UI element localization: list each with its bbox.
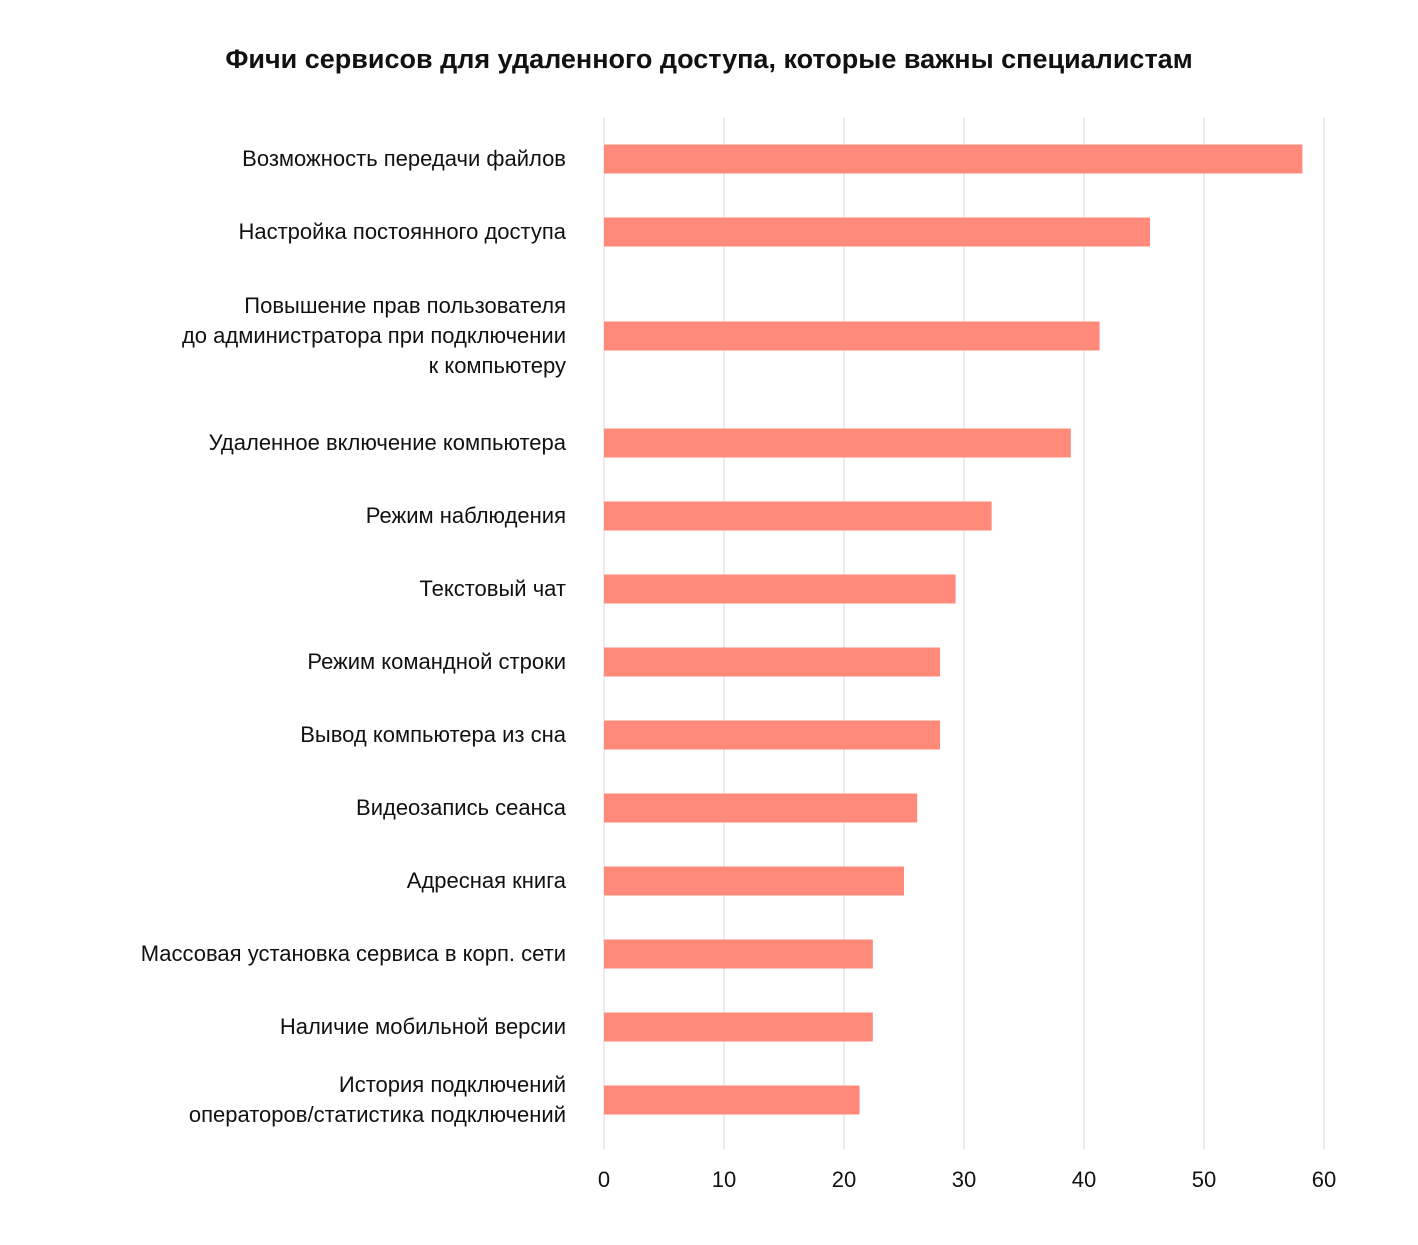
bar xyxy=(604,501,992,531)
bar xyxy=(604,647,940,677)
x-tick-label: 50 xyxy=(1192,1167,1216,1192)
category-label: до администратора при подключении xyxy=(182,323,566,348)
bar xyxy=(604,939,873,969)
category-label: Адресная книга xyxy=(407,868,567,893)
bars xyxy=(604,144,1303,1115)
bar xyxy=(604,574,956,604)
category-label: История подключений xyxy=(339,1072,566,1097)
bar xyxy=(604,1012,873,1042)
x-tick-label: 20 xyxy=(832,1167,856,1192)
category-label: операторов/статистика подключений xyxy=(189,1102,566,1127)
chart-title: Фичи сервисов для удаленного доступа, ко… xyxy=(225,44,1193,74)
x-tick-label: 40 xyxy=(1072,1167,1096,1192)
bar xyxy=(604,428,1071,458)
x-axis-ticks: 0 10 20 30 40 50 60 xyxy=(598,1167,1336,1192)
bar xyxy=(604,866,904,896)
bar xyxy=(604,321,1100,351)
category-label: Текстовый чат xyxy=(419,576,566,601)
category-label: Режим наблюдения xyxy=(366,503,566,528)
category-label: Массовая установка сервиса в корп. сети xyxy=(141,941,566,966)
category-label: Повышение прав пользователя xyxy=(244,293,566,318)
bar xyxy=(604,720,940,750)
category-label: Настройка постоянного доступа xyxy=(238,219,566,244)
category-label: Наличие мобильной версии xyxy=(280,1014,566,1039)
x-tick-label: 60 xyxy=(1312,1167,1336,1192)
x-tick-label: 10 xyxy=(712,1167,736,1192)
category-label: Режим командной строки xyxy=(307,649,566,674)
x-tick-label: 30 xyxy=(952,1167,976,1192)
category-label: Вывод компьютера из сна xyxy=(300,722,567,747)
category-label: Удаленное включение компьютера xyxy=(209,430,567,455)
category-label: к компьютеру xyxy=(429,353,566,378)
category-labels: Возможность передачи файлов Настройка пос… xyxy=(141,146,567,1127)
bar xyxy=(604,793,918,823)
bar xyxy=(604,144,1303,174)
category-label: Видеозапись сеанса xyxy=(356,795,567,820)
category-label: Возможность передачи файлов xyxy=(242,146,566,171)
x-tick-label: 0 xyxy=(598,1167,610,1192)
bar xyxy=(604,1085,860,1115)
gridlines xyxy=(603,118,1325,1150)
bar xyxy=(604,217,1150,247)
